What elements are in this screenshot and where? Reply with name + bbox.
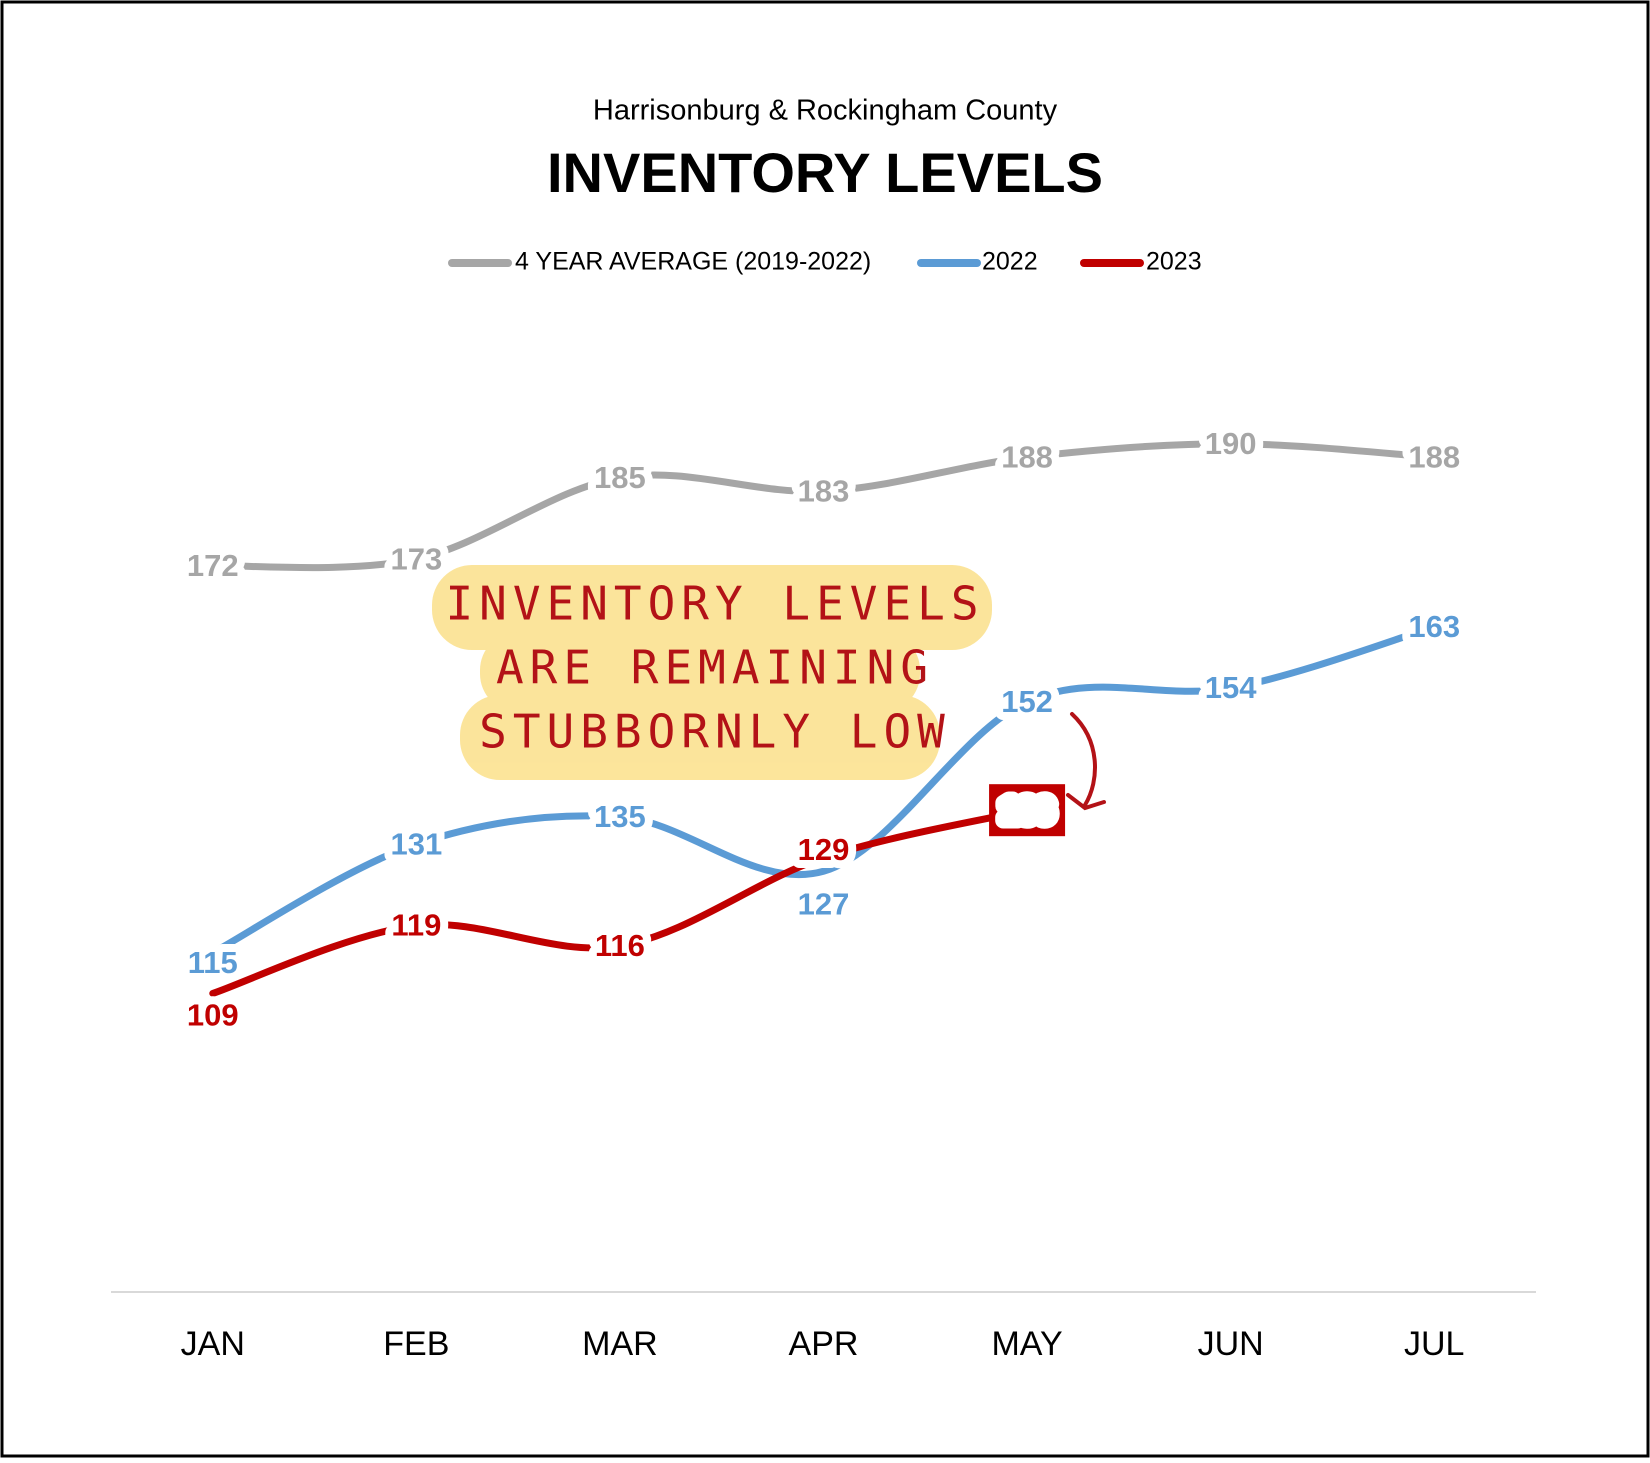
- annotation-text: STUBBORNLY LOW: [479, 705, 951, 759]
- data-label-box: [989, 784, 1066, 837]
- data-label: 154: [1205, 670, 1257, 705]
- data-label: 188: [1001, 439, 1053, 474]
- x-tick-label: JAN: [181, 1325, 245, 1363]
- data-label: 172: [187, 548, 239, 583]
- data-label: 129: [798, 832, 850, 867]
- annotation-arrow: [1066, 712, 1106, 811]
- data-label: 116: [595, 928, 645, 963]
- chart-title: INVENTORY LEVELS: [547, 141, 1103, 204]
- legend-label: 2023: [1146, 248, 1202, 276]
- x-tick-label: MAY: [991, 1325, 1062, 1363]
- data-label: 127: [798, 886, 850, 921]
- x-tick-label: APR: [789, 1325, 859, 1363]
- data-label: 190: [1205, 426, 1257, 461]
- data-label: 135: [594, 799, 646, 834]
- x-tick-label: FEB: [383, 1325, 449, 1363]
- data-label: 152: [1001, 684, 1053, 719]
- chart-subtitle: Harrisonburg & Rockingham County: [593, 95, 1058, 127]
- annotation-text: ARE REMAINING: [496, 641, 934, 695]
- series-line: [209, 623, 1438, 957]
- x-tick-label: JUN: [1198, 1325, 1264, 1363]
- x-tick-label: JUL: [1404, 1325, 1464, 1363]
- data-label: 109: [187, 998, 239, 1033]
- series-line: [209, 806, 1031, 997]
- data-label: 183: [798, 473, 850, 508]
- data-label: 131: [390, 826, 442, 861]
- legend-label: 4 YEAR AVERAGE (2019-2022): [515, 248, 871, 276]
- data-label: 119: [391, 908, 441, 943]
- data-label: 188: [1408, 439, 1460, 474]
- data-label: 163: [1408, 609, 1460, 644]
- data-label: 173: [390, 541, 442, 576]
- legend-label: 2022: [982, 248, 1038, 276]
- series-line: [209, 440, 1438, 572]
- annotation-highlight: [432, 565, 992, 780]
- data-label: 136: [1001, 792, 1053, 827]
- annotation-text: INVENTORY LEVELS: [445, 577, 984, 631]
- data-label: 115: [188, 945, 238, 980]
- x-tick-label: MAR: [582, 1325, 658, 1363]
- data-label: 185: [594, 460, 646, 495]
